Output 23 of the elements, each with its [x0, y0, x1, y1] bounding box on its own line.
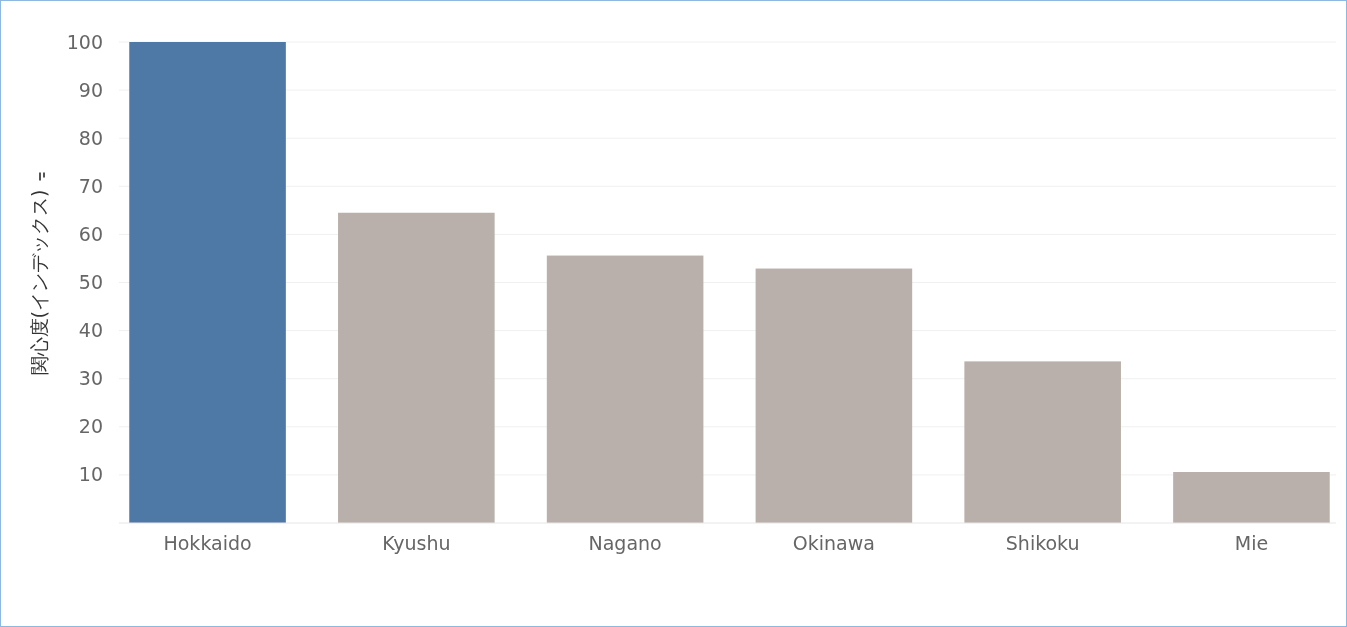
y-tick-label: 30 — [78, 367, 103, 390]
x-tick-label: Nagano — [588, 532, 662, 555]
bar — [338, 212, 495, 523]
y-tick-label: 10 — [78, 463, 103, 486]
bar — [755, 268, 913, 523]
y-tick-label: 50 — [78, 271, 103, 294]
y-tick-label: 60 — [78, 222, 103, 245]
y-tick-label: 90 — [78, 78, 103, 101]
y-tick-label: 20 — [78, 415, 103, 438]
x-tick-label: Kyushu — [382, 532, 451, 555]
y-axis-title: 関心度(インデックス) — [28, 189, 50, 376]
y-tick-label: 100 — [66, 30, 103, 53]
x-tick-label: Okinawa — [792, 532, 875, 555]
x-tick-label: Shikoku — [1005, 532, 1080, 555]
bar — [546, 255, 704, 523]
x-tick-label: Hokkaido — [163, 532, 252, 555]
bar — [129, 42, 286, 523]
bar — [1173, 472, 1330, 523]
y-tick-label: 80 — [78, 126, 103, 149]
x-tick-label: Mie — [1234, 532, 1269, 555]
y-tick-label: 40 — [78, 319, 103, 342]
y-tick-label: 70 — [78, 174, 103, 197]
bar — [964, 361, 1121, 523]
